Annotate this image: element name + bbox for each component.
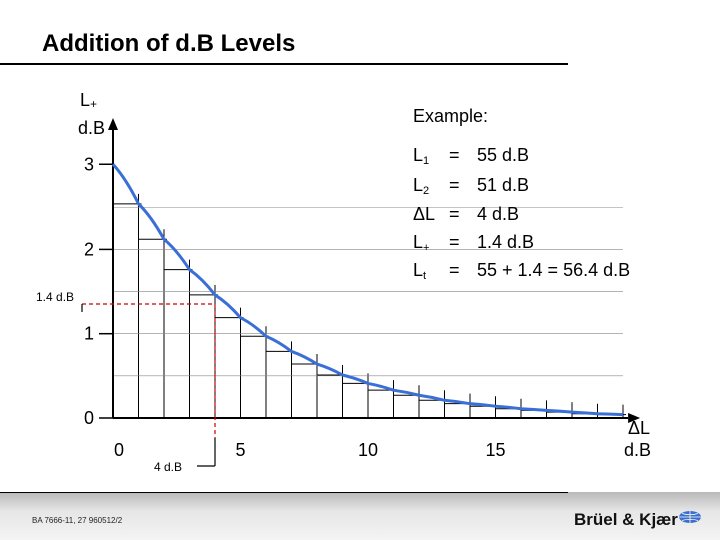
example-symbol: L1 (413, 145, 430, 167)
x-axis-arrow (628, 413, 641, 423)
example-subscript: 2 (423, 185, 430, 197)
footer-code: BA 7666-11, 27 960512/2 (32, 516, 123, 525)
y-axis-arrow (108, 118, 118, 130)
example-subscript: 1 (423, 155, 430, 167)
marker-y-label: 1.4 d.B (36, 290, 75, 304)
globe-logo-icon (679, 511, 701, 523)
example-equals: = (449, 145, 460, 165)
x-axis-label-symbol: ΔL (628, 418, 651, 438)
y-tick-label: 2 (84, 239, 94, 259)
example-equals: = (449, 204, 460, 224)
example-subscript: t (423, 270, 427, 282)
example-row: Lt = 55 + 1.4 = 56.4 d.B (413, 260, 630, 282)
footer-rule (0, 492, 568, 493)
example-symbol: Lt (413, 260, 427, 282)
example-value: 51 d.B (477, 175, 530, 195)
footer-bar (0, 492, 720, 540)
example-symbol: L+ (413, 232, 430, 254)
y-tick-label: 1 (84, 324, 94, 344)
example-row: L2 = 51 d.B (413, 175, 529, 197)
example-symbol: L2 (413, 175, 430, 197)
example-value: 55 d.B (477, 145, 530, 165)
x-tick-label: 10 (358, 440, 378, 460)
example-heading: Example: (413, 106, 489, 126)
y-axis-label-sub: + (90, 97, 98, 111)
y-tick-label: 3 (84, 154, 94, 174)
example-equals: = (449, 232, 460, 252)
axes (99, 118, 641, 423)
example-value: 1.4 d.B (477, 232, 535, 252)
tick-labels: 0 1 2 3 0 5 10 15 (84, 154, 506, 460)
title-underline (0, 63, 568, 65)
example-row: L1 = 55 d.B (413, 145, 529, 167)
example-symbol: ΔL (413, 204, 436, 224)
y-axis-label-unit: d.B (78, 118, 106, 138)
x-axis-label-unit: d.B (624, 440, 652, 460)
x-tick-label: 5 (235, 440, 245, 460)
example-row: ΔL = 4 d.B (413, 204, 519, 225)
marker-x-label: 4 d.B (154, 460, 183, 474)
example-value: 4 d.B (477, 204, 520, 224)
slide-title: Addition of d.B Levels (42, 30, 296, 57)
marker-lines (81, 303, 216, 467)
y-tick-label: 0 (84, 408, 94, 428)
x-tick-label: 15 (485, 440, 505, 460)
x-tick-label: 0 (114, 440, 124, 460)
example-subscript: + (423, 242, 430, 254)
example-equals: = (449, 175, 460, 195)
example-row: L+ = 1.4 d.B (413, 232, 534, 254)
y-axis-label-symbol: L+ (80, 90, 98, 111)
brand-name: Brüel & Kjær (574, 510, 678, 529)
addition-curve (111, 163, 624, 417)
example-equals: = (449, 260, 460, 280)
example-value: 55 + 1.4 = 56.4 d.B (477, 260, 631, 280)
